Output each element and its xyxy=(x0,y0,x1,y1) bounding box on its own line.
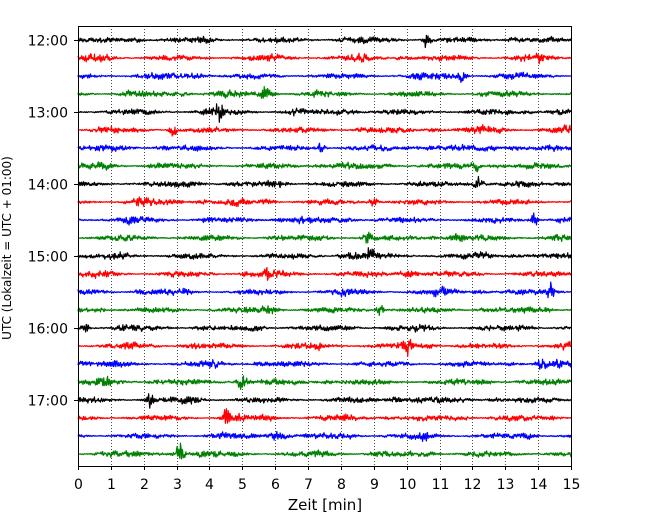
trace-1515 xyxy=(77,266,572,281)
x-axis-ticks: 0 1 2 3 4 5 6 7 8 9 10 11 12 13 14 15 xyxy=(74,466,580,493)
trace-1615 xyxy=(77,338,572,357)
y-tick-label-12:00: 12:00 xyxy=(28,34,68,50)
trace-1645 xyxy=(77,375,572,391)
y-tick-label-17:00: 17:00 xyxy=(28,394,68,410)
trace-1400 xyxy=(77,175,572,189)
y-axis-title: UTC (Lokalzeit = UTC + 01:00) xyxy=(0,156,14,340)
grid xyxy=(111,26,539,466)
plot-frame xyxy=(78,26,572,467)
trace-1430 xyxy=(77,212,572,226)
x-tick-label-7: 7 xyxy=(304,477,313,493)
trace-1745 xyxy=(77,442,572,460)
x-tick-label-3: 3 xyxy=(173,477,182,493)
x-tick-label-14: 14 xyxy=(530,477,548,493)
trace-1500 xyxy=(77,247,572,261)
trace-1445 xyxy=(77,231,572,244)
x-tick-label-9: 9 xyxy=(370,477,379,493)
y-tick-label-14:00: 14:00 xyxy=(28,178,68,194)
y-tick-label-16:00: 16:00 xyxy=(28,322,68,338)
y-tick-label-15:00: 15:00 xyxy=(28,250,68,266)
x-tick-label-1: 1 xyxy=(107,477,116,493)
x-tick-label-10: 10 xyxy=(399,477,417,493)
trace-1300 xyxy=(77,103,572,123)
y-tick-label-13:00: 13:00 xyxy=(28,106,68,122)
trace-1345 xyxy=(77,161,572,173)
x-tick-label-0: 0 xyxy=(74,477,83,493)
trace-1200 xyxy=(77,34,572,49)
x-tick-label-8: 8 xyxy=(337,477,346,493)
trace-1545 xyxy=(77,304,572,317)
trace-1415 xyxy=(77,196,572,208)
trace-1700 xyxy=(77,393,572,409)
x-tick-label-4: 4 xyxy=(205,477,214,493)
trace-1600 xyxy=(77,323,572,333)
y-axis-ticks: 12:00 13:00 14:00 15:00 16:00 17:00 xyxy=(28,34,78,410)
x-tick-label-5: 5 xyxy=(238,477,247,493)
x-tick-label-13: 13 xyxy=(497,477,515,493)
trace-1730 xyxy=(77,430,572,443)
x-tick-label-2: 2 xyxy=(140,477,149,493)
x-tick-label-11: 11 xyxy=(432,477,450,493)
x-tick-label-6: 6 xyxy=(271,477,280,493)
trace-1530 xyxy=(77,281,572,299)
trace-1315 xyxy=(77,123,572,137)
trace-1330 xyxy=(77,142,572,153)
trace-1215 xyxy=(77,52,572,65)
trace-1715 xyxy=(77,408,572,424)
trace-1245 xyxy=(77,86,572,99)
traces xyxy=(77,34,572,460)
trace-1230 xyxy=(77,71,572,83)
trace-1630 xyxy=(77,358,572,370)
x-tick-label-15: 15 xyxy=(563,477,581,493)
x-axis-title: Zeit [min] xyxy=(288,496,362,514)
x-tick-label-12: 12 xyxy=(464,477,482,493)
